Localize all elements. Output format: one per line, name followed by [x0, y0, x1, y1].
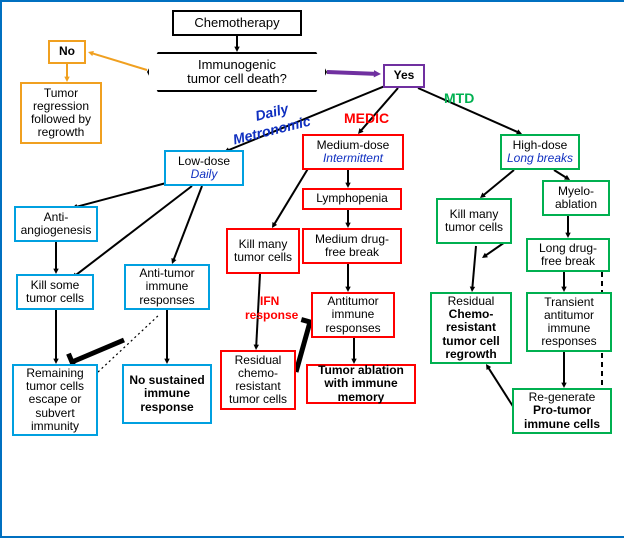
node-low: Low-doseDaily [164, 150, 244, 186]
node-antiresp: Anti-tumor immune responses [124, 264, 210, 310]
node-killsome: Kill some tumor cells [16, 274, 94, 310]
label-daily: Daily [254, 100, 290, 124]
node-transientG: Transient antitumor immune responses [526, 292, 612, 352]
node-ablation: Tumor ablation with immune memory [306, 364, 416, 404]
label-ifn2: response [245, 308, 298, 322]
label-medic: MEDIC [344, 110, 389, 126]
node-yes: Yes [383, 64, 425, 88]
node-high: High-doseLong breaks [500, 134, 580, 170]
node-medbreak: Medium drug-free break [302, 228, 402, 264]
node-nosust: No sustained immune response [122, 364, 212, 424]
node-escape: Remaining tumor cells escape or subvert … [12, 364, 98, 436]
node-itcd: Immunogenictumor cell death? [147, 52, 327, 92]
node-longbreak: Long drug-free break [526, 238, 610, 272]
node-killmanyG: Kill many tumor cells [436, 198, 512, 244]
node-killmanyR: Kill many tumor cells [226, 228, 300, 274]
label-ifn1: IFN [260, 294, 279, 308]
node-no: No [48, 40, 86, 64]
node-antirespR: Antitumor immune responses [311, 292, 395, 338]
flowchart-stage: Chemotherapy Immunogenictumor cell death?… [0, 0, 624, 538]
node-chemo: Chemotherapy [172, 10, 302, 36]
node-protumor: Re-generatePro-tumor immune cells [512, 388, 612, 434]
node-residG: ResidualChemo-resistant tumor cell regro… [430, 292, 512, 364]
label-mtd: MTD [444, 90, 474, 106]
node-lymph: Lymphopenia [302, 188, 402, 210]
node-regrow: Tumor regression followed by regrowth [20, 82, 102, 144]
node-antiang: Anti-angiogenesis [14, 206, 98, 242]
node-med: Medium-doseIntermittent [302, 134, 404, 170]
label-metro: Metronomic [231, 113, 312, 148]
node-residR: Residual chemo-resistant tumor cells [220, 350, 296, 410]
node-myelo: Myelo-ablation [542, 180, 610, 216]
